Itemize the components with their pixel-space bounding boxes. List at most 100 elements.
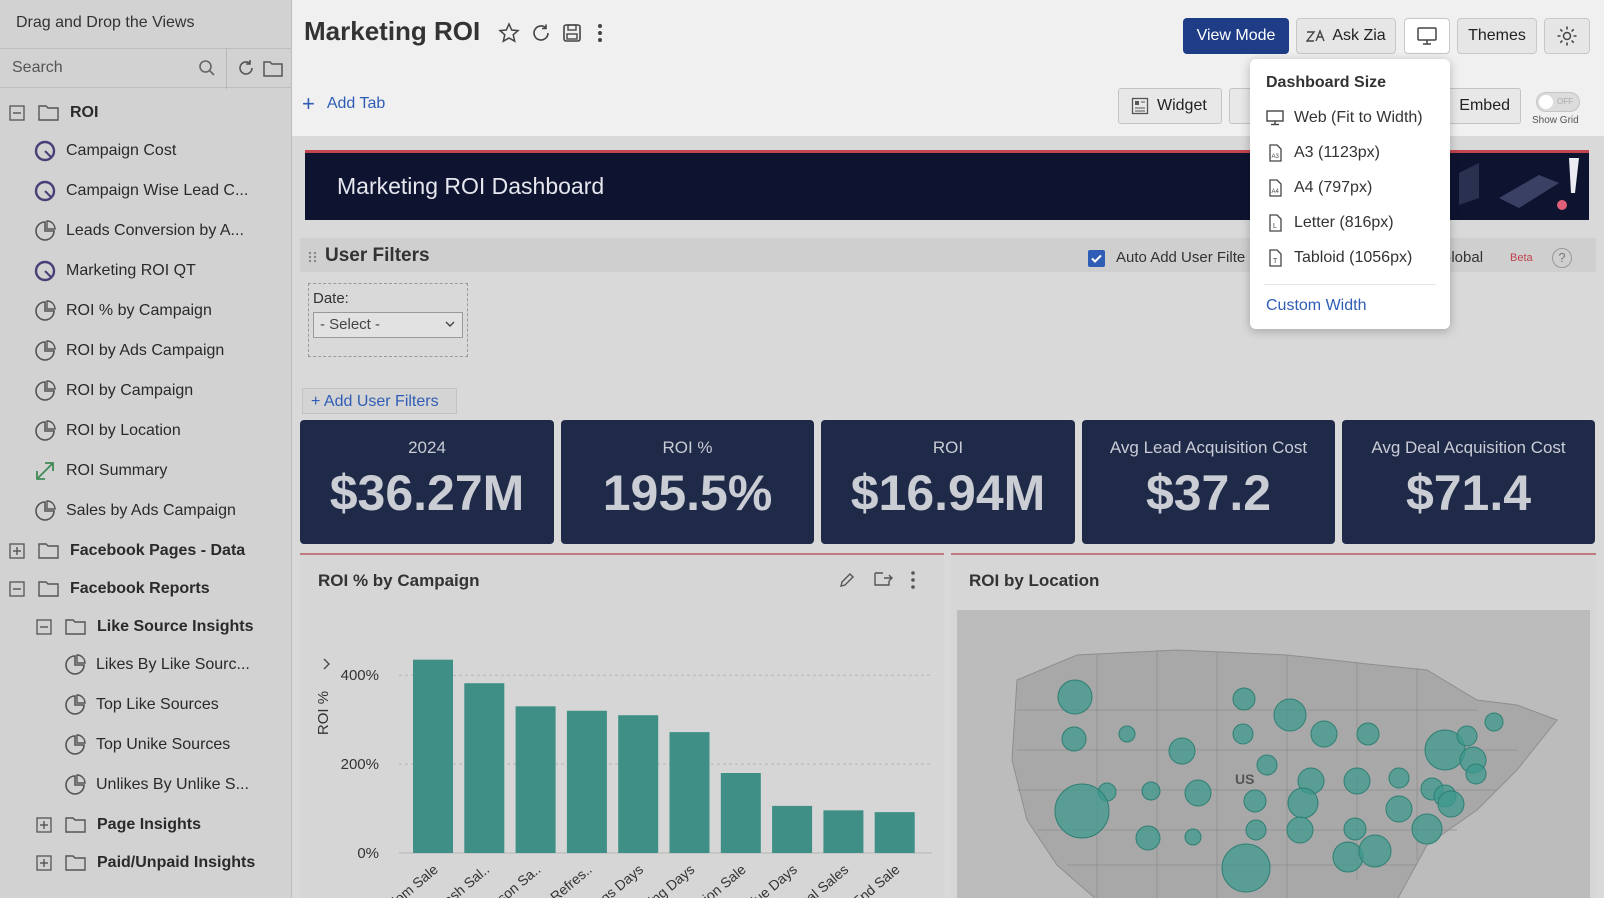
bar[interactable] [515, 706, 556, 853]
bar[interactable] [413, 659, 454, 853]
kpi-value: $16.94M [850, 465, 1046, 521]
settings-button[interactable] [1544, 18, 1590, 54]
x-tick-label: Freedom Sale [363, 861, 441, 898]
tree-view-item[interactable]: Top Unike Sources [64, 729, 230, 761]
auto-add-label: Auto Add User Filte [1116, 249, 1246, 266]
kpi-card[interactable]: ROI $16.94M [821, 420, 1075, 544]
tree-folder[interactable]: Page Insights [35, 809, 201, 841]
tree-view-item[interactable]: ROI % by Campaign [34, 295, 212, 327]
toggle-state: OFF [1557, 97, 1573, 106]
menu-item-label: Tabloid (1056px) [1294, 249, 1413, 266]
search-input[interactable]: Search [12, 59, 63, 76]
add-user-filters-button[interactable]: + Add User Filters [302, 388, 457, 414]
menu-item-a3[interactable]: A3 A3 (1123px) [1266, 141, 1380, 165]
menu-divider [1264, 284, 1436, 285]
bar[interactable] [669, 732, 710, 853]
refresh-icon[interactable] [236, 58, 256, 78]
themes-button[interactable]: Themes [1457, 18, 1537, 54]
view-mode-button[interactable]: View Mode [1183, 18, 1289, 54]
help-icon[interactable]: ? [1552, 248, 1572, 268]
export-icon[interactable] [872, 570, 894, 588]
bar[interactable] [618, 715, 659, 853]
tree-view-item[interactable]: Sales by Ads Campaign [34, 495, 236, 527]
bar[interactable] [566, 710, 607, 853]
search-divider [226, 49, 227, 89]
tree-folder[interactable]: Facebook Pages - Data [8, 535, 245, 567]
pie-chart-icon [35, 380, 56, 401]
tree-folder[interactable]: ROI [8, 97, 98, 129]
expand-icon[interactable] [8, 542, 26, 560]
tree-view-item[interactable]: Unlikes By Unlike S... [64, 769, 249, 801]
star-icon[interactable] [498, 22, 520, 44]
expand-icon[interactable] [35, 816, 53, 834]
kpi-card[interactable]: 2024 $36.27M [300, 420, 554, 544]
bar[interactable] [823, 810, 864, 853]
tree-view-item[interactable]: Campaign Cost [34, 135, 176, 167]
refresh-icon[interactable] [530, 22, 552, 44]
folder-icon [38, 543, 59, 559]
menu-item-tabloid[interactable]: T Tabloid (1056px) [1266, 246, 1412, 270]
kpi-value: $71.4 [1405, 465, 1532, 521]
collapse-icon[interactable] [35, 618, 53, 636]
folder-icon[interactable] [263, 59, 283, 77]
bar[interactable] [720, 773, 761, 853]
kpi-card[interactable]: Avg Deal Acquisition Cost $71.4 [1342, 420, 1595, 544]
show-grid-toggle[interactable]: OFF [1536, 92, 1580, 112]
tree-view-item[interactable]: ROI by Location [34, 415, 181, 447]
tree-view-item[interactable]: Leads Conversion by A... [34, 215, 244, 247]
tree-view-item[interactable]: ROI Summary [34, 455, 167, 487]
pie-chart-icon [65, 774, 86, 795]
menu-item-web[interactable]: Web (Fit to Width) [1266, 106, 1423, 130]
summary-arrow-icon [36, 462, 54, 480]
sidebar: Drag and Drop the Views Search ROI Campai… [0, 0, 292, 898]
more-vertical-icon[interactable] [908, 570, 918, 590]
drag-handle-icon[interactable] [308, 251, 318, 263]
tree-item-label: Facebook Pages - Data [70, 542, 246, 559]
save-icon[interactable] [561, 22, 583, 44]
ask-zia-label: Ask Zia [1332, 27, 1386, 44]
y-tick-label: 0% [357, 845, 379, 862]
tree-view-item[interactable]: ROI by Campaign [34, 375, 193, 407]
beta-badge: Beta [1510, 252, 1533, 264]
kpi-card[interactable]: Avg Lead Acquisition Cost $37.2 [1082, 420, 1335, 544]
embed-button[interactable]: Embed [1440, 88, 1521, 124]
bar[interactable] [874, 812, 915, 853]
monitor-icon [1266, 110, 1284, 126]
tree-folder[interactable]: Paid/Unpaid Insights [35, 847, 255, 879]
panel-title: ROI by Location [969, 571, 1100, 590]
check-icon [1091, 254, 1102, 263]
date-select[interactable]: - Select - [313, 312, 463, 338]
collapse-icon[interactable] [8, 580, 26, 598]
bar[interactable] [772, 805, 813, 853]
tree-item-label: Paid/Unpaid Insights [97, 854, 256, 871]
edit-icon[interactable] [838, 571, 856, 589]
tree-folder[interactable]: Like Source Insights [35, 611, 253, 643]
tree-view-item[interactable]: Top Like Sources [64, 689, 219, 721]
widget-button[interactable]: Widget [1118, 88, 1222, 124]
tree-view-item[interactable]: Campaign Wise Lead C... [34, 175, 248, 207]
more-vertical-icon[interactable] [589, 22, 611, 44]
tree-view-item[interactable]: ROI by Ads Campaign [34, 335, 224, 367]
bar[interactable] [464, 683, 505, 853]
menu-item-a4[interactable]: A4 A4 (797px) [1266, 176, 1372, 200]
add-tab-button[interactable]: + Add Tab [302, 93, 385, 115]
tree-view-item[interactable]: Marketing ROI QT [34, 255, 196, 287]
kpi-value: $36.27M [329, 465, 525, 521]
tree-folder[interactable]: Facebook Reports [8, 573, 210, 605]
zia-icon [1306, 29, 1325, 42]
menu-item-letter[interactable]: L Letter (816px) [1266, 211, 1394, 235]
pie-chart-icon [35, 420, 56, 441]
folder-icon [65, 619, 86, 635]
expand-icon[interactable] [35, 854, 53, 872]
auto-add-checkbox[interactable] [1088, 250, 1105, 267]
kpi-widget-icon [34, 140, 56, 162]
collapse-icon[interactable] [8, 104, 26, 122]
ask-zia-button[interactable]: Ask Zia [1296, 18, 1396, 54]
toolbar-button-partial[interactable] [1229, 88, 1253, 124]
search-icon[interactable] [198, 59, 216, 77]
chevron-right-icon[interactable] [323, 658, 330, 670]
dashboard-size-button[interactable] [1404, 18, 1450, 54]
custom-width-link[interactable]: Custom Width [1266, 297, 1367, 314]
kpi-card[interactable]: ROI % 195.5% [561, 420, 814, 544]
tree-view-item[interactable]: Likes By Like Sourc... [64, 649, 250, 681]
